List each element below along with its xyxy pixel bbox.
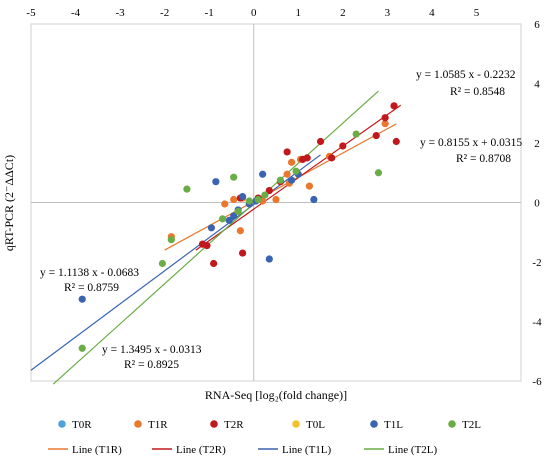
data-point (328, 154, 336, 162)
data-point (352, 130, 360, 138)
legend-label: T1R (148, 419, 168, 431)
x-tick-label: -5 (26, 7, 36, 19)
data-point (158, 259, 167, 268)
data-point (265, 187, 273, 195)
data-point (381, 120, 389, 128)
trendlines (30, 90, 402, 385)
legend-marker (134, 420, 142, 428)
data-point (392, 137, 400, 146)
x-axis-label: RNA-Seq [log₂(fold change)] (205, 388, 347, 402)
data-point (210, 259, 218, 268)
x-tick-label: -2 (160, 7, 169, 19)
data-point (183, 185, 191, 193)
legend-label: Line (T2R) (176, 444, 226, 456)
data-point (372, 131, 380, 140)
trendline-r2: R² = 0.8708 (456, 153, 511, 165)
x-tick-label: 1 (296, 7, 302, 19)
data-point (230, 195, 238, 204)
legend: T0R T1R T2R T0L T1L T2L Line (T1R) Line (T2R) Li… (48, 419, 481, 456)
data-point (238, 192, 247, 201)
trendline-equation: y = 1.3495 x - 0.0313 (102, 344, 202, 356)
trendline-equation: y = 1.0585 x - 0.2232 (416, 69, 516, 81)
data-point (390, 102, 398, 110)
data-point (259, 170, 267, 178)
legend-label: Line (T1L) (282, 444, 332, 456)
y-tick-label: -2 (532, 257, 541, 269)
legend-marker (210, 420, 218, 428)
data-point (212, 178, 220, 186)
x-tick-label: 2 (340, 7, 346, 19)
trendline-r2: R² = 0.8548 (450, 86, 505, 98)
x-tick-label: -3 (116, 7, 126, 19)
data-point (254, 195, 262, 204)
x-tick-label: 4 (429, 7, 435, 19)
data-point (283, 170, 291, 178)
data-points (78, 102, 400, 352)
x-tick-labels: -5 -4 -3 -2 -1 0 1 2 3 4 5 (26, 7, 479, 19)
data-point (276, 176, 285, 184)
y-tick-labels: -6 -4 -2 0 2 4 6 (532, 19, 542, 388)
trendline (164, 123, 397, 251)
trendline-equation: y = 1.1138 x - 0.0683 (40, 267, 139, 279)
data-point (207, 224, 216, 232)
y-tick-label: -6 (532, 376, 542, 388)
data-point (265, 255, 273, 263)
y-tick-label: 0 (534, 198, 540, 210)
trendline (30, 154, 321, 371)
data-point (234, 207, 242, 216)
legend-label: T1L (384, 419, 403, 431)
legend-marker (448, 420, 456, 428)
legend-label: T0R (72, 419, 92, 431)
data-point (78, 344, 86, 352)
data-point (283, 148, 291, 156)
x-tick-label: 3 (385, 7, 391, 19)
trendline (52, 90, 379, 385)
data-point (292, 167, 300, 175)
data-point (272, 195, 280, 204)
legend-label: Line (T1R) (72, 444, 122, 456)
data-point (305, 182, 314, 190)
data-point (218, 215, 227, 223)
trendline-r2: R² = 0.8759 (64, 282, 119, 294)
data-point (381, 114, 389, 122)
data-point (230, 212, 238, 220)
legend-marker (292, 420, 300, 428)
data-point (287, 158, 296, 166)
trendline-r2: R² = 0.8925 (124, 359, 179, 371)
y-tick-label: 4 (534, 79, 540, 91)
data-point (339, 142, 347, 150)
x-tick-label: 5 (474, 7, 480, 19)
x-tick-label: -1 (205, 7, 214, 19)
data-point (225, 216, 233, 224)
data-point (303, 154, 311, 162)
data-point (203, 242, 211, 250)
data-point (221, 200, 229, 208)
legend-label: T0L (306, 419, 325, 431)
y-axis-label: qRT-PCR (2⁻ΔΔCt) (2, 155, 16, 251)
data-point (236, 227, 244, 235)
y-tick-label: 6 (534, 19, 540, 31)
y-tick-label: -4 (532, 317, 542, 329)
x-tick-label: -4 (71, 7, 81, 19)
data-point (316, 137, 325, 146)
data-point (245, 197, 253, 205)
legend-marker (370, 420, 378, 428)
legend-marker (58, 420, 66, 428)
data-point (287, 176, 296, 184)
trendline-equation: y = 0.8155 x + 0.0315 (420, 137, 522, 149)
legend-label: T2R (224, 419, 244, 431)
y-tick-label: 2 (534, 138, 540, 150)
data-point (374, 169, 383, 177)
data-point (167, 236, 175, 244)
legend-label: Line (T2L) (388, 444, 438, 456)
data-point (261, 191, 269, 199)
x-tick-label: 0 (251, 7, 257, 19)
trendline-equations: y = 0.8155 x + 0.0315 R² = 0.8708 y = 1.05… (40, 69, 522, 371)
data-point (230, 173, 238, 181)
data-point (238, 249, 247, 257)
legend-label: T2L (462, 419, 481, 431)
data-point (78, 295, 86, 303)
data-point (310, 195, 318, 204)
